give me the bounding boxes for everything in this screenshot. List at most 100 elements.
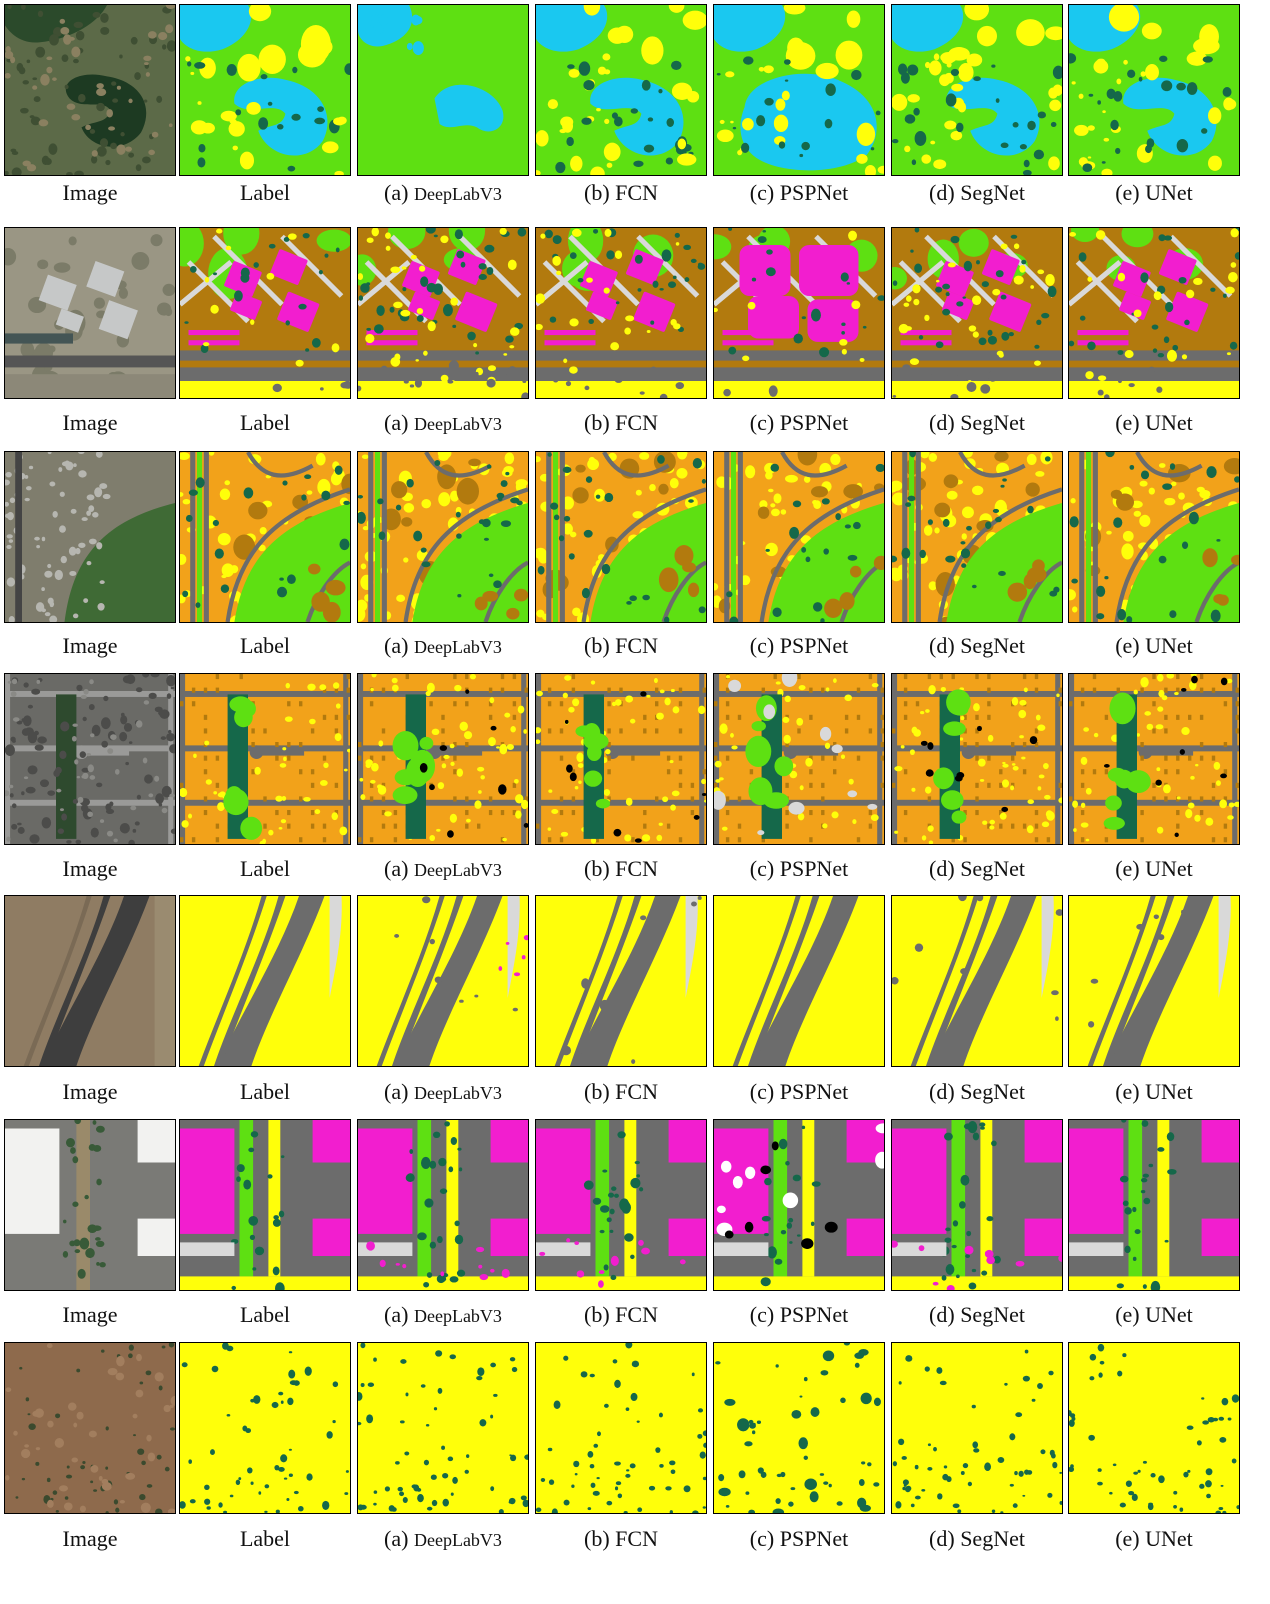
caption-prefix: (b) [584,633,616,658]
caption-text: Image [62,1526,118,1551]
segmentation-map-tile-highway-fcn [535,895,707,1067]
segmentation-map-tile-industrial-unet [1068,1119,1240,1291]
caption-prefix: (b) [584,180,616,205]
tile-graphic [358,228,528,398]
tile-graphic [180,896,350,1066]
aerial-image-tile-residential-grid-image [4,673,176,845]
tile-graphic [358,896,528,1066]
tile-graphic [536,228,706,398]
caption-fcn: (b) FCN [535,180,707,206]
caption-model-name: DeepLabV3 [413,414,502,434]
caption-model-name: DeepLabV3 [413,1306,502,1326]
tile-graphic [892,5,1062,175]
tile-graphic [180,452,350,622]
caption-pspnet: (c) PSPNet [713,1079,885,1105]
segmentation-map-tile-pond-segnet [891,4,1063,176]
aerial-image-tile-desert-image [4,1342,176,1514]
tile-graphic [5,5,175,175]
segmentation-map-tile-desert-pspnet [713,1342,885,1514]
caption-text: Label [239,1079,291,1104]
caption-image: Image [4,1526,176,1552]
tile-graphic [892,228,1062,398]
caption-fcn: (b) FCN [535,633,707,659]
caption-prefix: (a) [384,180,414,205]
segmentation-map-tile-desert-label [179,1342,351,1514]
tile-graphic [892,896,1062,1066]
segmentation-map-tile-highway-unet [1068,895,1240,1067]
caption-prefix: (c) [749,180,780,205]
segmentation-map-tile-industrial-deeplab [357,1119,529,1291]
caption-segnet: (d) SegNet [891,1526,1063,1552]
caption-prefix: (a) [384,410,414,435]
tile-graphic [536,674,706,844]
segmentation-map-tile-pond-unet [1068,4,1240,176]
caption-unet: (e) UNet [1068,856,1240,882]
segmentation-map-tile-golf-residential-deeplab [357,451,529,623]
tile-graphic [536,1120,706,1290]
caption-model-name: SegNet [960,180,1025,205]
tile-graphic [180,674,350,844]
segmentation-map-tile-buildings-pspnet [713,227,885,399]
caption-fcn: (b) FCN [535,1079,707,1105]
tile-graphic [714,228,884,398]
caption-label: Label [179,1302,351,1328]
caption-segnet: (d) SegNet [891,410,1063,436]
caption-model-name: UNet [1145,180,1193,205]
tile-graphic [1069,452,1239,622]
tile-graphic [536,452,706,622]
caption-model-name: FCN [615,410,658,435]
segmentation-map-tile-industrial-label [179,1119,351,1291]
caption-text: Label [239,1526,291,1551]
caption-pspnet: (c) PSPNet [713,1526,885,1552]
tile-graphic [892,1120,1062,1290]
caption-prefix: (b) [584,856,616,881]
caption-unet: (e) UNet [1068,1302,1240,1328]
caption-model-name: SegNet [960,856,1025,881]
tile-graphic [5,1343,175,1513]
caption-model-name: FCN [615,856,658,881]
caption-text: Label [239,1302,291,1327]
tile-graphic [892,1343,1062,1513]
aerial-image-tile-golf-residential-image [4,451,176,623]
caption-model-name: FCN [615,180,658,205]
caption-model-name: PSPNet [779,180,849,205]
caption-prefix: (b) [584,1526,616,1551]
segmentation-map-tile-industrial-fcn [535,1119,707,1291]
caption-prefix: (d) [929,410,961,435]
segmentation-map-tile-pond-label [179,4,351,176]
tile-graphic [5,674,175,844]
segmentation-map-tile-highway-label [179,895,351,1067]
caption-prefix: (c) [749,1302,780,1327]
tile-graphic [5,452,175,622]
tile-graphic [358,1120,528,1290]
segmentation-map-tile-desert-fcn [535,1342,707,1514]
tile-graphic [358,674,528,844]
tile-graphic [536,1343,706,1513]
caption-text: Label [239,633,291,658]
caption-prefix: (b) [584,1079,616,1104]
segmentation-map-tile-residential-grid-unet [1068,673,1240,845]
aerial-image-tile-buildings-image [4,227,176,399]
segmentation-map-tile-industrial-segnet [891,1119,1063,1291]
caption-model-name: FCN [615,1526,658,1551]
segmentation-map-tile-buildings-unet [1068,227,1240,399]
caption-label: Label [179,1526,351,1552]
caption-model-name: DeepLabV3 [413,637,502,657]
caption-prefix: (e) [1115,633,1146,658]
caption-model-name: UNet [1145,1526,1193,1551]
caption-deeplab: (a) DeepLabV3 [357,1302,529,1329]
caption-pspnet: (c) PSPNet [713,1302,885,1328]
segmentation-map-tile-residential-grid-fcn [535,673,707,845]
segmentation-map-tile-industrial-pspnet [713,1119,885,1291]
tile-graphic [714,1120,884,1290]
caption-fcn: (b) FCN [535,1302,707,1328]
tile-graphic [5,896,175,1066]
caption-prefix: (a) [384,1526,414,1551]
segmentation-map-tile-pond-deeplab [357,4,529,176]
caption-model-name: DeepLabV3 [413,184,502,204]
tile-graphic [180,1120,350,1290]
segmentation-map-tile-residential-grid-pspnet [713,673,885,845]
caption-prefix: (b) [584,1302,616,1327]
aerial-image-tile-industrial-image [4,1119,176,1291]
